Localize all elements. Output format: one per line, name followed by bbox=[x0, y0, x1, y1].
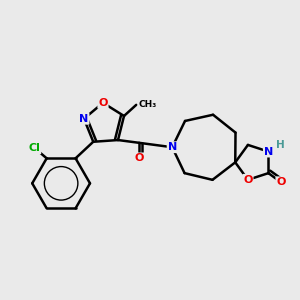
Text: O: O bbox=[98, 98, 108, 108]
Text: N: N bbox=[79, 114, 88, 124]
Text: CH₃: CH₃ bbox=[139, 100, 157, 109]
Text: N: N bbox=[168, 142, 177, 152]
Text: O: O bbox=[243, 175, 253, 185]
Text: O: O bbox=[276, 177, 286, 187]
Text: H: H bbox=[276, 140, 285, 150]
Text: O: O bbox=[134, 153, 144, 164]
Text: Cl: Cl bbox=[28, 143, 40, 153]
Text: N: N bbox=[264, 147, 273, 157]
